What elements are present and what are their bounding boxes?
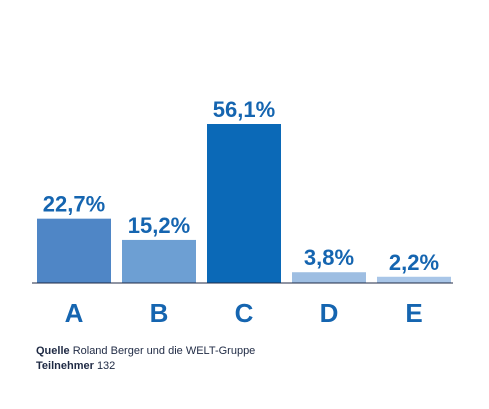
value-label-d: 3,8% (304, 245, 354, 270)
bar-d (292, 272, 366, 283)
participants-line: Teilnehmer 132 (36, 359, 255, 374)
value-label-e: 2,2% (389, 250, 439, 275)
bar-b (122, 239, 196, 283)
bar-chart: 22,7% A 15,2% B 56,1% C 3,8% D 2,2% E (32, 97, 453, 328)
source-block: Quelle Roland Berger und die WELT-Gruppe… (36, 344, 255, 374)
category-label-a: A (65, 298, 84, 328)
source-label: Quelle (36, 345, 70, 357)
bars-group: 22,7% A 15,2% B 56,1% C 3,8% D 2,2% E (37, 97, 451, 328)
category-label-b: B (150, 298, 169, 328)
source-line: Quelle Roland Berger und die WELT-Gruppe (36, 344, 255, 359)
bar-e (377, 276, 451, 283)
source-text: Roland Berger und die WELT-Gruppe (72, 345, 256, 357)
value-label-a: 22,7% (43, 192, 105, 217)
category-label-d: D (320, 298, 339, 328)
value-label-c: 56,1% (213, 97, 275, 122)
category-label-e: E (405, 298, 422, 328)
bar-a (37, 218, 111, 283)
category-label-c: C (235, 298, 254, 328)
value-label-b: 15,2% (128, 213, 190, 238)
participants-label: Teilnehmer (36, 360, 94, 372)
bar-c (207, 124, 281, 283)
participants-count: 132 (96, 360, 116, 372)
